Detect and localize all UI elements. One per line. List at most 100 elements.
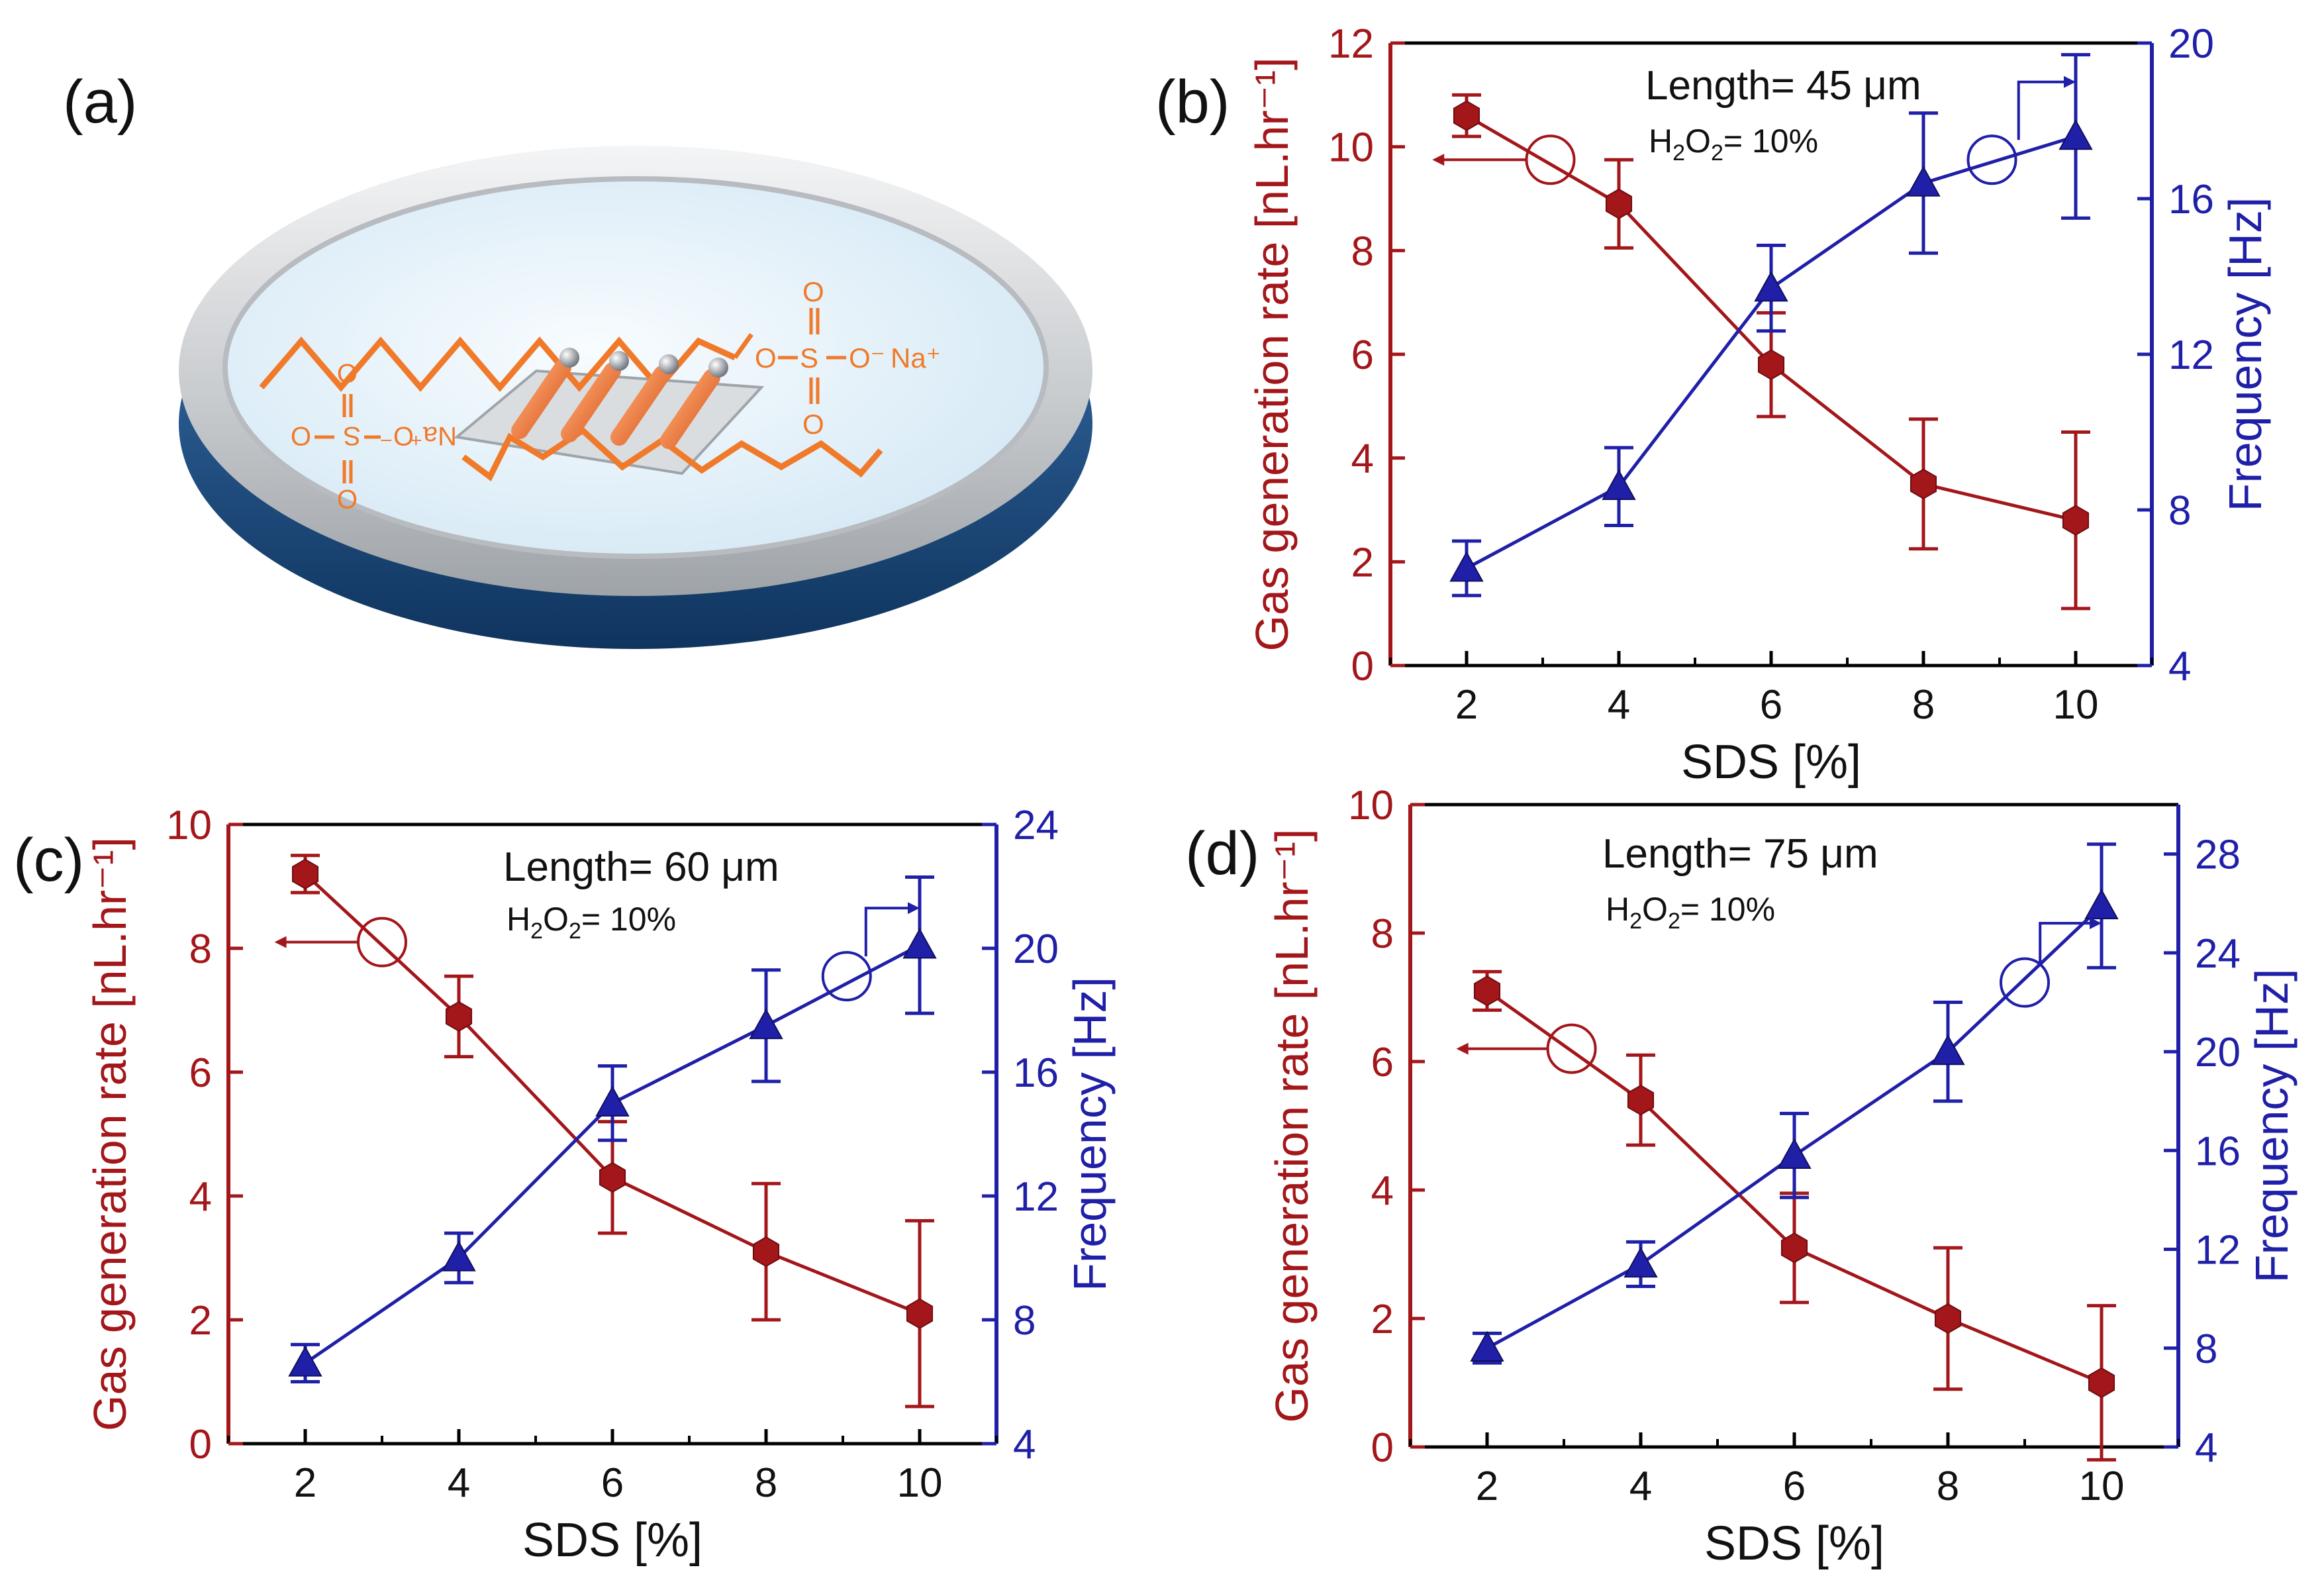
sulfate-group-right: O S O O O⁻ Na⁺ <box>755 276 941 440</box>
y-left-tick-label: 12 <box>1328 21 1374 67</box>
axis-indicator-circle-gas <box>1546 1023 1597 1074</box>
y-right-tick-label: 20 <box>2195 1030 2241 1075</box>
data-point-frequency <box>1777 1138 1812 1169</box>
svg-text:O: O <box>755 342 777 373</box>
sulfate-group-left: Na⁺ O⁻ S O O O <box>291 358 457 513</box>
data-point-gas <box>291 858 319 889</box>
data-point-gas <box>1627 1085 1655 1116</box>
arrowhead-frequency <box>2090 917 2102 930</box>
data-point-gas <box>1453 100 1480 131</box>
data-point-frequency <box>595 1085 630 1117</box>
data-point-frequency <box>1470 1330 1504 1362</box>
data-point-frequency <box>1931 1034 1965 1066</box>
svg-text:O: O <box>337 358 358 387</box>
axis-indicator-circle-frequency <box>1966 134 2017 185</box>
panel-a-illustration: (a) O S O O O⁻ Na⁺ Na⁺ <box>63 68 1092 649</box>
y-left-tick-label: 6 <box>189 1050 212 1096</box>
y-right-tick-label: 12 <box>2195 1228 2241 1273</box>
y-left-axis-label: Gas generation rate [nL.hr⁻¹] <box>84 837 136 1431</box>
length-annotation: Length= 45 μm <box>1645 63 1921 109</box>
data-point-gas <box>906 1298 934 1329</box>
x-tick-label: 2 <box>1455 682 1478 728</box>
y-right-tick-label: 8 <box>2195 1326 2217 1372</box>
x-axis-label: SDS [%] <box>1704 1517 1884 1570</box>
axis-indicator-arrow-frequency <box>864 907 910 957</box>
y-left-tick-label: 6 <box>1371 1040 1394 1085</box>
panel-a-label: (a) <box>63 68 137 136</box>
data-point-frequency <box>902 928 937 959</box>
length-annotation: Length= 75 μm <box>1602 831 1878 877</box>
x-tick-label: 8 <box>1937 1464 1959 1509</box>
x-tick-label: 10 <box>897 1460 943 1506</box>
panel-label: (c) <box>13 826 84 894</box>
data-point-gas <box>1910 468 1937 499</box>
data-point-gas <box>752 1236 780 1268</box>
svg-text:S: S <box>343 421 361 450</box>
data-point-frequency <box>1449 551 1484 582</box>
y-left-tick-label: 0 <box>189 1422 212 1468</box>
data-point-gas <box>2062 505 2090 536</box>
y-right-tick-label: 16 <box>2168 177 2214 223</box>
y-right-tick-label: 20 <box>1013 926 1059 972</box>
microrods <box>511 348 728 449</box>
data-point-gas <box>1757 349 1785 380</box>
y-left-tick-label: 4 <box>189 1174 212 1220</box>
svg-text:O⁻: O⁻ <box>379 421 414 450</box>
svg-text:O: O <box>802 276 824 307</box>
y-right-tick-label: 4 <box>2195 1425 2217 1471</box>
svg-text:Na⁺: Na⁺ <box>891 342 941 373</box>
svg-text:Na⁺: Na⁺ <box>409 421 457 450</box>
data-point-gas <box>1780 1232 1808 1264</box>
x-tick-label: 10 <box>2079 1464 2125 1509</box>
x-tick-label: 2 <box>294 1460 316 1506</box>
bubble <box>708 358 728 377</box>
y-right-tick-label: 20 <box>2168 21 2214 67</box>
y-right-axis-label: Frequency [Hz] <box>1064 977 1116 1291</box>
data-point-frequency <box>749 1008 783 1040</box>
microrod <box>610 366 671 446</box>
data-point-frequency <box>288 1346 322 1377</box>
h2o2-annotation: H2O2= 10% <box>507 901 676 944</box>
y-left-axis-label: Gas generation rate [nL.hr⁻¹] <box>1266 829 1318 1423</box>
microrod <box>561 362 621 442</box>
y-right-tick-label: 4 <box>1013 1422 1036 1468</box>
axis-indicator-circle-gas <box>1525 134 1576 185</box>
y-right-tick-label: 12 <box>1013 1174 1059 1220</box>
bubble <box>659 354 679 374</box>
y-right-tick-label: 8 <box>2168 488 2191 534</box>
x-tick-label: 6 <box>1783 1464 1806 1509</box>
y-right-tick-label: 12 <box>2168 332 2214 378</box>
x-tick-label: 4 <box>448 1460 470 1506</box>
x-tick-label: 4 <box>1629 1464 1652 1509</box>
h2o2-annotation: H2O2= 10% <box>1649 123 1818 166</box>
y-right-tick-label: 4 <box>2168 644 2191 689</box>
y-left-tick-label: 4 <box>1371 1168 1394 1214</box>
x-axis-label: SDS [%] <box>522 1514 702 1567</box>
y-left-tick-label: 0 <box>1351 644 1374 689</box>
axis-indicator-arrow-frequency <box>2017 80 2066 140</box>
data-point-frequency <box>1623 1246 1658 1278</box>
y-left-tick-label: 10 <box>166 803 212 848</box>
y-left-tick-label: 6 <box>1351 332 1374 378</box>
y-left-tick-label: 0 <box>1371 1425 1394 1471</box>
x-tick-label: 2 <box>1476 1464 1498 1509</box>
x-tick-label: 4 <box>1608 682 1630 728</box>
panel-label: (d) <box>1185 820 1259 887</box>
axis-indicator-circle-frequency <box>821 951 872 1002</box>
x-tick-label: 6 <box>601 1460 624 1506</box>
chart-panel-b: 2 4 6 8 10 SDS [%] 0 2 4 6 8 10 12 4 8 12 16 20 Gas genera… <box>1155 21 2271 789</box>
y-right-tick-label: 24 <box>1013 803 1059 848</box>
x-tick-label: 8 <box>755 1460 777 1506</box>
y-right-axis-label: Frequency [Hz] <box>2219 197 2271 512</box>
y-right-tick-label: 16 <box>2195 1128 2241 1174</box>
panel-label: (b) <box>1155 68 1230 136</box>
y-left-tick-label: 8 <box>189 926 212 972</box>
svg-text:O: O <box>337 484 358 513</box>
y-right-axis-label: Frequency [Hz] <box>2246 969 2298 1283</box>
y-left-tick-label: 10 <box>1348 783 1394 828</box>
y-right-tick-label: 28 <box>2195 832 2241 878</box>
microrod <box>511 359 571 439</box>
